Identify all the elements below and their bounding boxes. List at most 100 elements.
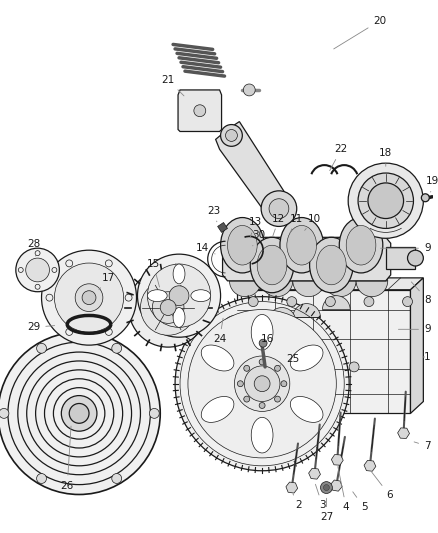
Circle shape <box>323 484 329 490</box>
Text: 13: 13 <box>249 217 262 238</box>
Circle shape <box>421 194 429 201</box>
Polygon shape <box>410 278 424 414</box>
Circle shape <box>129 268 208 347</box>
Circle shape <box>0 332 160 495</box>
Ellipse shape <box>250 237 294 293</box>
Wedge shape <box>222 316 249 329</box>
Circle shape <box>175 297 349 471</box>
Polygon shape <box>332 455 343 465</box>
Text: 28: 28 <box>27 239 40 256</box>
Circle shape <box>188 310 336 458</box>
Circle shape <box>254 376 270 392</box>
Text: 7: 7 <box>414 441 431 451</box>
Circle shape <box>349 362 359 372</box>
Text: 14: 14 <box>196 243 215 254</box>
Wedge shape <box>356 281 388 297</box>
Text: 17: 17 <box>99 273 116 290</box>
Circle shape <box>42 250 137 345</box>
Text: 22: 22 <box>330 144 348 171</box>
Circle shape <box>259 402 265 408</box>
Wedge shape <box>325 265 356 281</box>
Text: 20: 20 <box>334 15 386 49</box>
Text: 27: 27 <box>320 498 333 522</box>
Ellipse shape <box>290 397 323 422</box>
Circle shape <box>261 191 297 227</box>
Circle shape <box>112 473 122 483</box>
Circle shape <box>75 284 103 311</box>
Circle shape <box>259 359 265 365</box>
Wedge shape <box>230 281 261 297</box>
Circle shape <box>69 403 89 423</box>
Ellipse shape <box>339 217 383 273</box>
Circle shape <box>16 248 59 292</box>
Wedge shape <box>356 265 388 281</box>
Ellipse shape <box>251 314 273 350</box>
Circle shape <box>234 356 290 411</box>
Polygon shape <box>237 290 410 414</box>
Circle shape <box>0 408 9 418</box>
Text: 30: 30 <box>253 230 266 246</box>
Polygon shape <box>218 222 227 232</box>
Polygon shape <box>386 247 415 269</box>
Circle shape <box>61 395 97 431</box>
Ellipse shape <box>191 290 211 302</box>
Circle shape <box>358 173 413 229</box>
Circle shape <box>281 381 287 386</box>
Circle shape <box>287 297 297 306</box>
Polygon shape <box>286 482 298 493</box>
Ellipse shape <box>346 225 376 265</box>
Text: 4: 4 <box>338 466 350 512</box>
Circle shape <box>403 297 413 306</box>
Polygon shape <box>398 428 410 439</box>
Text: 10: 10 <box>305 214 321 230</box>
Text: 24: 24 <box>213 318 226 344</box>
Ellipse shape <box>173 308 185 327</box>
Text: 19: 19 <box>426 176 438 192</box>
Ellipse shape <box>147 290 167 302</box>
Circle shape <box>169 286 189 305</box>
Polygon shape <box>215 122 292 221</box>
Circle shape <box>194 105 206 117</box>
Ellipse shape <box>280 217 323 273</box>
Circle shape <box>244 396 250 402</box>
Text: 26: 26 <box>60 426 74 490</box>
Circle shape <box>244 366 280 401</box>
Circle shape <box>244 84 255 96</box>
Circle shape <box>237 381 244 386</box>
Text: 9: 9 <box>381 243 431 253</box>
Ellipse shape <box>201 397 234 422</box>
Polygon shape <box>223 237 391 281</box>
Ellipse shape <box>173 264 185 284</box>
Circle shape <box>321 482 332 494</box>
Circle shape <box>37 343 46 353</box>
Circle shape <box>37 473 46 483</box>
Text: 8: 8 <box>411 282 431 305</box>
Ellipse shape <box>221 217 264 273</box>
Wedge shape <box>293 304 321 318</box>
Circle shape <box>275 365 280 372</box>
Text: 2: 2 <box>293 494 302 511</box>
Circle shape <box>259 339 267 347</box>
Wedge shape <box>230 265 261 281</box>
Polygon shape <box>237 278 424 290</box>
Wedge shape <box>293 265 325 281</box>
Circle shape <box>138 254 221 337</box>
Circle shape <box>152 292 184 324</box>
Ellipse shape <box>287 225 317 265</box>
Circle shape <box>149 408 159 418</box>
Wedge shape <box>244 311 271 325</box>
Text: 9: 9 <box>399 324 431 334</box>
Text: 11: 11 <box>290 214 304 233</box>
Text: 1: 1 <box>424 352 431 362</box>
Circle shape <box>221 125 242 147</box>
Wedge shape <box>293 281 325 297</box>
Text: 16: 16 <box>261 334 274 351</box>
Polygon shape <box>330 480 342 491</box>
Text: 18: 18 <box>379 148 392 166</box>
Wedge shape <box>261 265 293 281</box>
Ellipse shape <box>317 245 346 285</box>
Wedge shape <box>261 281 293 297</box>
Text: 29: 29 <box>27 322 55 333</box>
Circle shape <box>325 297 336 306</box>
Text: 21: 21 <box>162 75 184 96</box>
